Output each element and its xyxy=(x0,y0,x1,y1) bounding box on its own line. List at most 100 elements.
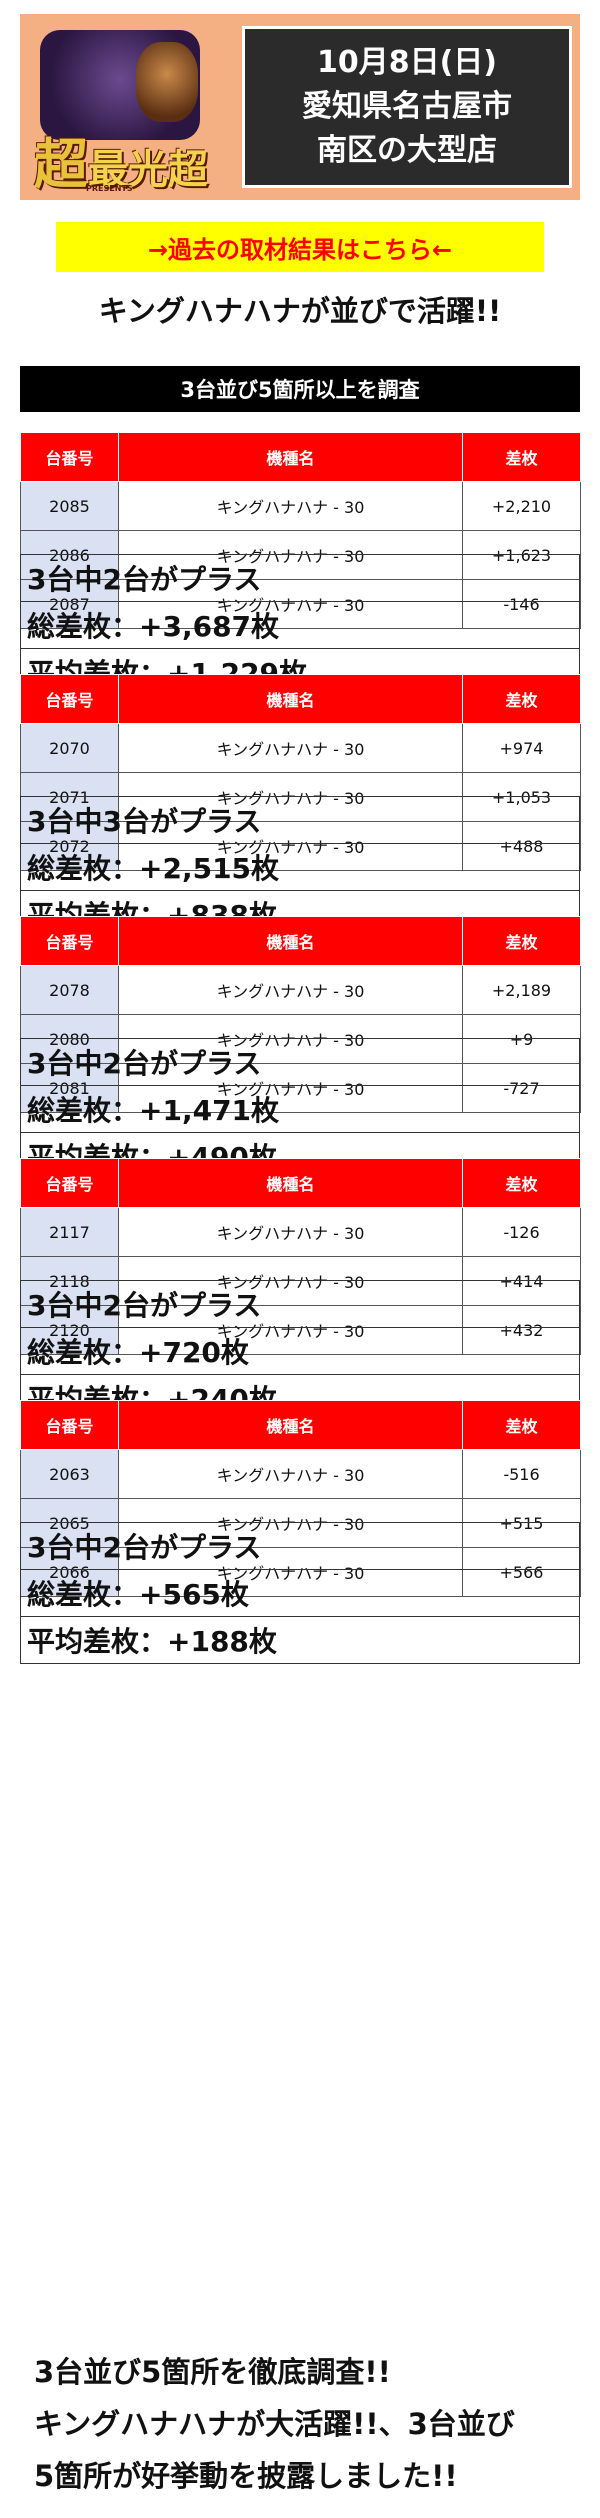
machine-table: 台番号 機種名 差枚 2063 キングハナハナ - 30 -516 2065 キングハナハナ … xyxy=(20,1400,581,1597)
difference-cell: +515 xyxy=(462,1498,581,1548)
table-row: 2081 キングハナハナ - 30 -727 xyxy=(20,1063,581,1113)
header-machine-name: 機種名 xyxy=(118,1400,463,1450)
machine-number-cell: 2086 xyxy=(20,530,119,580)
footer-line: 3台並び5箇所を徹底調査!! xyxy=(34,2355,391,2389)
header-banner: 超最光超 PRESENTS 10月8日(日) 愛知県名古屋市 南区の大型店 xyxy=(20,14,580,200)
machine-name-cell: キングハナハナ - 30 xyxy=(118,1207,463,1257)
plus-count-text: 3台中2台がプラス xyxy=(21,555,579,602)
table-header-row: 台番号 機種名 差枚 xyxy=(20,1158,581,1208)
header-machine-number: 台番号 xyxy=(20,1158,119,1208)
machine-table: 台番号 機種名 差枚 2085 キングハナハナ - 30 +2,210 2086 キングハナハ… xyxy=(20,432,581,629)
header-difference: 差枚 xyxy=(462,674,581,724)
machine-number-cell: 2120 xyxy=(20,1305,119,1355)
header-machine-name: 機種名 xyxy=(118,1158,463,1208)
header-difference: 差枚 xyxy=(462,432,581,482)
header-machine-name: 機種名 xyxy=(118,916,463,966)
table-row: 2065 キングハナハナ - 30 +515 xyxy=(20,1498,581,1548)
section-title: 3台並び5箇所以上を調査 xyxy=(20,366,580,412)
machine-number-cell: 2085 xyxy=(20,481,119,531)
event-city: 愛知県名古屋市 xyxy=(302,89,512,124)
machine-number-cell: 2063 xyxy=(20,1449,119,1499)
table-header-row: 台番号 機種名 差枚 xyxy=(20,432,581,482)
event-date: 10月8日(日) xyxy=(316,45,498,80)
machine-number-cell: 2078 xyxy=(20,965,119,1015)
difference-cell: +488 xyxy=(462,821,581,871)
difference-cell: -126 xyxy=(462,1207,581,1257)
header-difference: 差枚 xyxy=(462,1158,581,1208)
difference-cell: +566 xyxy=(462,1547,581,1597)
group-summary: 3台中2台がプラス 総差枚：+565枚 平均差枚：+188枚 xyxy=(20,1522,580,1664)
machine-name-cell: キングハナハナ - 30 xyxy=(118,723,463,773)
machine-table: 台番号 機種名 差枚 2070 キングハナハナ - 30 +974 2071 キングハナハナ … xyxy=(20,674,581,871)
header-machine-number: 台番号 xyxy=(20,674,119,724)
header-machine-number: 台番号 xyxy=(20,916,119,966)
machine-name-cell: キングハナハナ - 30 xyxy=(118,965,463,1015)
logo-character-image xyxy=(136,42,198,122)
difference-cell: +432 xyxy=(462,1305,581,1355)
machine-name-cell: キングハナハナ - 30 xyxy=(118,1498,463,1548)
table-row: 2072 キングハナハナ - 30 +488 xyxy=(20,821,581,871)
machine-number-cell: 2087 xyxy=(20,579,119,629)
difference-cell: +414 xyxy=(462,1256,581,1306)
article-headline: キングハナハナが並びで活躍!! xyxy=(98,294,502,328)
table-row: 2085 キングハナハナ - 30 +2,210 xyxy=(20,481,581,531)
table-row: 2071 キングハナハナ - 30 +1,053 xyxy=(20,772,581,822)
past-results-link[interactable]: →過去の取材結果はこちら← xyxy=(56,222,544,272)
machine-name-cell: キングハナハナ - 30 xyxy=(118,530,463,580)
difference-cell: -146 xyxy=(462,579,581,629)
header-machine-number: 台番号 xyxy=(20,432,119,482)
machine-name-cell: キングハナハナ - 30 xyxy=(118,579,463,629)
difference-cell: +1,623 xyxy=(462,530,581,580)
table-row: 2086 キングハナハナ - 30 +1,623 xyxy=(20,530,581,580)
past-results-link-label[interactable]: →過去の取材結果はこちら← xyxy=(147,235,453,264)
machine-name-cell: キングハナハナ - 30 xyxy=(118,1063,463,1113)
difference-cell: +2,189 xyxy=(462,965,581,1015)
header-difference: 差枚 xyxy=(462,916,581,966)
table-row: 2120 キングハナハナ - 30 +432 xyxy=(20,1305,581,1355)
table-row: 2066 キングハナハナ - 30 +566 xyxy=(20,1547,581,1597)
total-difference-text: 総差枚：+720枚 xyxy=(21,1328,579,1375)
difference-cell: +1,053 xyxy=(462,772,581,822)
machine-number-cell: 2070 xyxy=(20,723,119,773)
machine-number-cell: 2071 xyxy=(20,772,119,822)
machine-number-cell: 2065 xyxy=(20,1498,119,1548)
machine-number-cell: 2081 xyxy=(20,1063,119,1113)
plus-count-text: 3台中3台がプラス xyxy=(21,797,579,844)
plus-count-text: 3台中2台がプラス xyxy=(21,1039,579,1086)
brand-logo: 超最光超 PRESENTS xyxy=(26,24,216,196)
machine-number-cell: 2066 xyxy=(20,1547,119,1597)
table-row: 2080 キングハナハナ - 30 +9 xyxy=(20,1014,581,1064)
machine-name-cell: キングハナハナ - 30 xyxy=(118,821,463,871)
average-difference-text: 平均差枚：+188枚 xyxy=(27,1625,277,1658)
difference-cell: +2,210 xyxy=(462,481,581,531)
table-row: 2118 キングハナハナ - 30 +414 xyxy=(20,1256,581,1306)
table-header-row: 台番号 機種名 差枚 xyxy=(20,916,581,966)
machine-name-cell: キングハナハナ - 30 xyxy=(118,1305,463,1355)
difference-cell: -516 xyxy=(462,1449,581,1499)
machine-name-cell: キングハナハナ - 30 xyxy=(118,1256,463,1306)
table-row: 2087 キングハナハナ - 30 -146 xyxy=(20,579,581,629)
logo-presents: PRESENTS xyxy=(86,184,133,193)
total-difference-text: 総差枚：+1,471枚 xyxy=(21,1086,579,1133)
event-title-box: 10月8日(日) 愛知県名古屋市 南区の大型店 xyxy=(242,26,572,188)
machine-number-cell: 2118 xyxy=(20,1256,119,1306)
machine-number-cell: 2072 xyxy=(20,821,119,871)
machine-name-cell: キングハナハナ - 30 xyxy=(118,1014,463,1064)
total-difference-text: 総差枚：+3,687枚 xyxy=(21,602,579,649)
header-machine-number: 台番号 xyxy=(20,1400,119,1450)
header-difference: 差枚 xyxy=(462,1400,581,1450)
header-machine-name: 機種名 xyxy=(118,432,463,482)
table-row: 2070 キングハナハナ - 30 +974 xyxy=(20,723,581,773)
table-header-row: 台番号 機種名 差枚 xyxy=(20,1400,581,1450)
event-store: 南区の大型店 xyxy=(317,133,497,168)
machine-name-cell: キングハナハナ - 30 xyxy=(118,1449,463,1499)
table-row: 2078 キングハナハナ - 30 +2,189 xyxy=(20,965,581,1015)
machine-name-cell: キングハナハナ - 30 xyxy=(118,481,463,531)
total-difference-text: 総差枚：+2,515枚 xyxy=(21,844,579,891)
plus-count-text: 3台中2台がプラス xyxy=(21,1523,579,1570)
logo-wordmark: 超最光超 xyxy=(34,132,208,196)
plus-count-text: 3台中2台がプラス xyxy=(21,1281,579,1328)
difference-cell: +974 xyxy=(462,723,581,773)
machine-table: 台番号 機種名 差枚 2117 キングハナハナ - 30 -126 2118 キングハナハナ … xyxy=(20,1158,581,1355)
table-row: 2063 キングハナハナ - 30 -516 xyxy=(20,1449,581,1499)
